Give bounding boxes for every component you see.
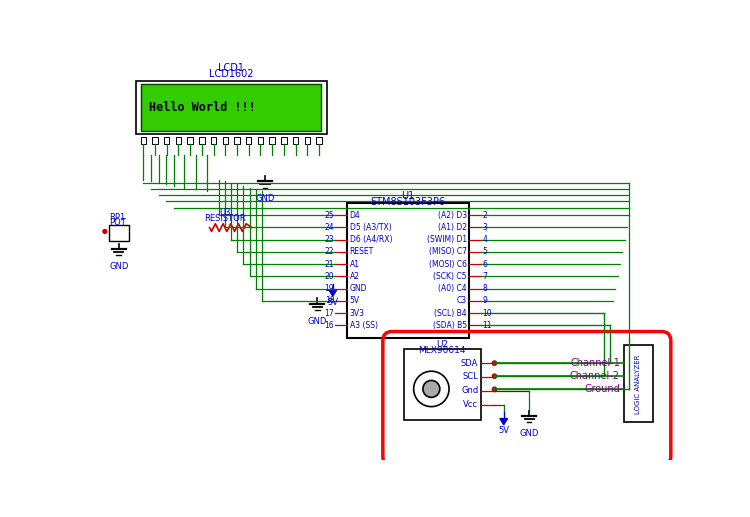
Text: D4: D4 [350, 211, 361, 220]
Text: 21: 21 [325, 260, 334, 269]
Bar [176, 136, 181, 144]
Bar [404, 349, 481, 420]
Bar [164, 136, 170, 144]
Text: (SCL) B4: (SCL) B4 [434, 309, 466, 318]
Bar [136, 81, 327, 134]
Text: Gnd: Gnd [461, 386, 478, 396]
Bar [624, 345, 653, 422]
Bar [316, 136, 322, 144]
Text: 22: 22 [325, 248, 334, 256]
Text: (SCK) C5: (SCK) C5 [433, 272, 466, 281]
Circle shape [492, 361, 496, 366]
Text: 5V: 5V [498, 426, 509, 435]
Text: 16: 16 [325, 321, 334, 330]
Text: U3: U3 [219, 208, 231, 217]
Text: Ground: Ground [584, 384, 620, 394]
Text: 2: 2 [482, 211, 487, 220]
Text: 20: 20 [325, 272, 334, 281]
Bar [269, 136, 274, 144]
Circle shape [492, 387, 496, 391]
Text: LOGIC ANALYZER: LOGIC ANALYZER [635, 354, 641, 414]
Text: GND: GND [255, 194, 274, 204]
Text: 10: 10 [482, 309, 492, 318]
Bar [246, 136, 251, 144]
Text: LCD1: LCD1 [218, 63, 244, 73]
Bar [141, 136, 146, 144]
Bar [109, 225, 129, 241]
Text: 5V: 5V [350, 296, 360, 306]
Text: 17: 17 [325, 309, 334, 318]
Text: MLX90614: MLX90614 [419, 346, 466, 355]
Bar [152, 136, 157, 144]
Text: GND: GND [350, 284, 368, 293]
Text: RP1: RP1 [109, 213, 125, 222]
Text: D6 (A4/RX): D6 (A4/RX) [350, 235, 392, 244]
Bar [347, 203, 469, 338]
Text: 6: 6 [482, 260, 487, 269]
Text: GND: GND [109, 262, 128, 271]
Text: 18: 18 [325, 296, 334, 306]
Polygon shape [500, 419, 508, 424]
Bar [141, 84, 321, 131]
Text: Hello World !!!: Hello World !!! [148, 101, 256, 114]
Text: (MOSI) C6: (MOSI) C6 [429, 260, 466, 269]
Bar [188, 136, 193, 144]
Text: GND: GND [520, 429, 538, 438]
Polygon shape [329, 290, 337, 296]
Text: 19: 19 [325, 284, 334, 293]
Text: LCD1602: LCD1602 [209, 69, 254, 80]
Bar [223, 136, 228, 144]
Text: (SWIM) D1: (SWIM) D1 [427, 235, 466, 244]
Text: 5V: 5V [327, 298, 338, 307]
Text: A2: A2 [350, 272, 360, 281]
Text: (A0) C4: (A0) C4 [438, 284, 466, 293]
Text: STM8S103F3P6: STM8S103F3P6 [370, 197, 446, 207]
Text: GND: GND [308, 317, 327, 326]
Circle shape [414, 371, 449, 407]
Bar [292, 136, 298, 144]
Text: (MISO) C7: (MISO) C7 [429, 248, 466, 256]
Text: 25: 25 [325, 211, 334, 220]
Text: 23: 23 [325, 235, 334, 244]
Text: A3 (SS): A3 (SS) [350, 321, 378, 330]
Bar [304, 136, 310, 144]
Circle shape [492, 374, 496, 378]
Text: (A1) D2: (A1) D2 [438, 223, 466, 232]
Text: U1: U1 [401, 191, 415, 201]
Text: SCL: SCL [463, 372, 478, 382]
Bar [200, 136, 205, 144]
Bar [234, 136, 240, 144]
Text: 8: 8 [482, 284, 487, 293]
Text: A1: A1 [350, 260, 360, 269]
Text: (A2) D3: (A2) D3 [438, 211, 466, 220]
Text: 7: 7 [482, 272, 487, 281]
Text: 24: 24 [325, 223, 334, 232]
Text: D5 (A3/TX): D5 (A3/TX) [350, 223, 392, 232]
Text: 3V3: 3V3 [350, 309, 364, 318]
Bar [281, 136, 286, 144]
Text: 4: 4 [482, 235, 487, 244]
Text: RESET: RESET [350, 248, 374, 256]
Text: RESISTOR: RESISTOR [204, 214, 246, 223]
Text: 3: 3 [482, 223, 487, 232]
Text: Channel-1: Channel-1 [570, 358, 620, 368]
Circle shape [103, 230, 106, 233]
Text: POT: POT [109, 218, 125, 227]
Bar [211, 136, 216, 144]
Text: C3: C3 [457, 296, 466, 306]
Text: Vcc: Vcc [464, 400, 478, 409]
Text: (SDA) B5: (SDA) B5 [433, 321, 466, 330]
Text: SDA: SDA [461, 359, 478, 368]
Circle shape [423, 381, 439, 398]
Text: Channel-2: Channel-2 [570, 371, 620, 381]
Text: U2: U2 [436, 340, 448, 349]
Text: 5: 5 [482, 248, 487, 256]
Text: 9: 9 [482, 296, 487, 306]
Text: 11: 11 [482, 321, 492, 330]
Bar [258, 136, 263, 144]
